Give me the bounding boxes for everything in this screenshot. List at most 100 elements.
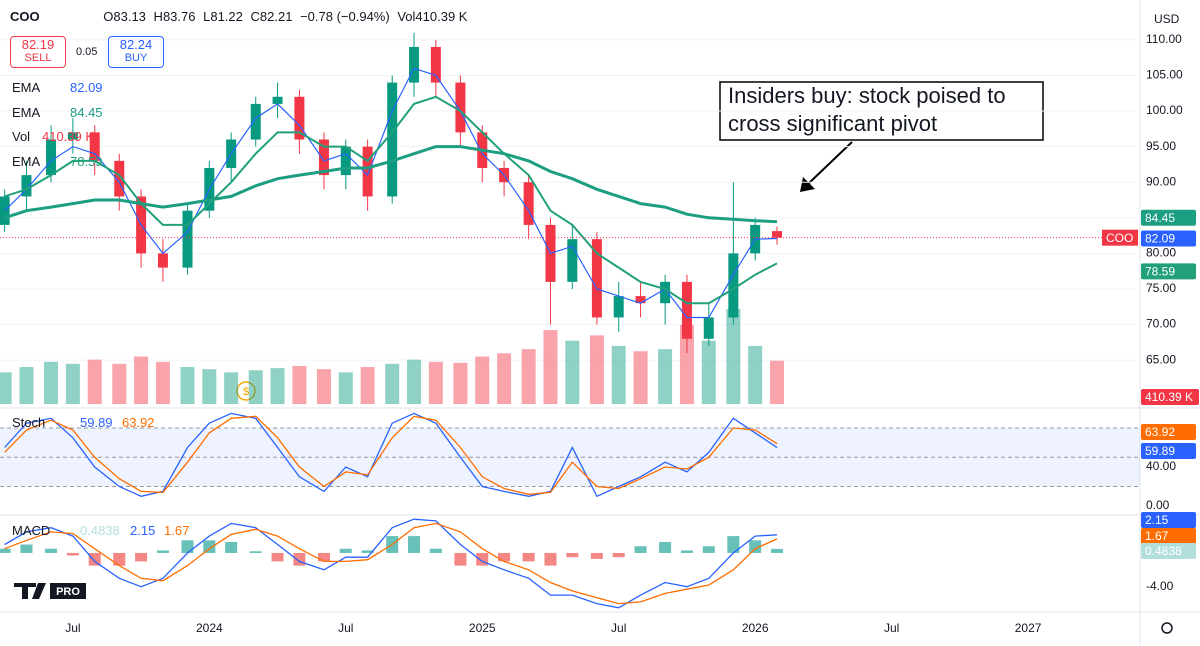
dividend-icon-label: $ — [243, 386, 249, 398]
x-tick-label: 2027 — [1015, 621, 1042, 635]
histogram-bar — [771, 548, 784, 553]
y-tick-label: 100.00 — [1146, 103, 1183, 117]
histogram-bar — [271, 552, 284, 562]
buy-label: BUY — [124, 52, 148, 64]
candle-body — [613, 296, 624, 318]
ema-badge: 84.45 — [1145, 211, 1175, 225]
candle-body — [362, 146, 373, 197]
candle-body — [21, 175, 32, 197]
histogram-bar — [544, 552, 557, 566]
candle-body — [681, 281, 692, 339]
macd-badge: 1.67 — [1145, 529, 1169, 543]
volume-bar — [701, 340, 716, 404]
spread: 0.05 — [76, 46, 98, 58]
histogram-bar — [203, 540, 216, 553]
legend-value: 59.89 — [80, 415, 113, 430]
legend-value: 84.45 — [70, 105, 103, 120]
candle-body — [660, 281, 671, 304]
y-tick-label: -4.00 — [1146, 579, 1174, 593]
annotation-text: cross significant pivot — [728, 111, 937, 136]
candle-body — [772, 231, 783, 238]
volume-bar — [726, 309, 741, 404]
histogram-bar — [113, 552, 126, 566]
candle-body — [294, 96, 305, 140]
volume-bar — [248, 370, 263, 404]
candle-body — [455, 82, 466, 133]
candle-body — [409, 46, 420, 83]
histogram-bar — [0, 548, 11, 553]
volume-bar — [112, 363, 127, 404]
currency[interactable]: USD — [1154, 12, 1180, 26]
open-value: 83.13 — [113, 9, 146, 24]
macd-badge: 0.4838 — [1145, 544, 1182, 558]
volume-bar — [19, 367, 34, 404]
legend-value: 63.92 — [122, 415, 155, 430]
candle-body — [591, 239, 602, 318]
legend-value: 78.59 — [70, 154, 103, 169]
legend-name: EMA — [12, 154, 41, 169]
histogram-bar — [566, 552, 579, 558]
stoch-badge: 59.89 — [1145, 444, 1175, 458]
histogram-bar — [476, 552, 489, 566]
histogram-bar — [454, 552, 467, 566]
volume-bar — [180, 367, 195, 404]
stoch-badge-bg — [1141, 443, 1196, 459]
x-tick-label: Jul — [338, 621, 353, 635]
indicator-line — [4, 522, 778, 605]
vol-label: Vol — [397, 9, 416, 24]
histogram-bar — [20, 544, 33, 553]
histogram-bar — [680, 550, 693, 553]
legend-name: EMA — [12, 105, 41, 120]
legend-name: EMA — [12, 80, 41, 95]
histogram-bar — [634, 546, 647, 553]
volume-badge: 410.39 K — [1145, 390, 1193, 404]
volume-bar — [658, 349, 673, 404]
stoch-badge-bg — [1141, 424, 1196, 440]
logo-mark — [14, 583, 46, 599]
volume-badge-bg — [1141, 389, 1199, 405]
volume-bar — [407, 359, 422, 404]
histogram-bar — [339, 548, 352, 553]
histogram-bar — [408, 536, 421, 553]
candle-body — [703, 317, 714, 339]
y-tick-label: 90.00 — [1146, 174, 1176, 188]
sell-price: 82.19 — [21, 37, 55, 52]
macd-badge: 2.15 — [1145, 513, 1169, 527]
legend-title: MACD — [12, 523, 51, 538]
y-tick-label: 65.00 — [1146, 352, 1176, 366]
volume-bar — [292, 366, 307, 404]
candle-body — [567, 239, 578, 282]
sell-label: SELL — [24, 52, 52, 64]
candle-body — [157, 253, 168, 268]
sell-button[interactable]: 82.19 SELL — [10, 36, 66, 68]
volume-bar — [748, 345, 763, 404]
price-badge-symbol: COO — [1106, 231, 1133, 245]
volume-bar — [428, 361, 443, 404]
legend-value: 410.39 K — [42, 129, 95, 144]
y-tick-label: 40.00 — [1146, 459, 1176, 473]
dividend-icon[interactable] — [236, 381, 256, 401]
volume-bar — [633, 351, 648, 404]
histogram-bar — [45, 548, 58, 553]
indicator-line — [4, 145, 778, 224]
volume-bar — [385, 363, 400, 404]
indicator-line — [4, 412, 778, 498]
volume-bar — [134, 356, 149, 404]
buy-button[interactable]: 82.24 BUY — [108, 36, 164, 68]
candle-body — [114, 160, 125, 197]
histogram-bar — [181, 540, 194, 553]
stoch-badge: 63.92 — [1145, 425, 1175, 439]
settings-icon[interactable] — [1161, 622, 1173, 634]
ohlc-label: H — [153, 9, 163, 24]
legend-name: Vol — [12, 129, 31, 144]
price-badge-bg — [1102, 229, 1138, 246]
histogram-bar — [88, 552, 101, 566]
volume-bar — [155, 361, 170, 404]
macd-badge-bg — [1141, 512, 1196, 528]
ema-badge-bg — [1141, 209, 1196, 226]
ema-badge-bg — [1141, 263, 1196, 280]
x-tick-label: Jul — [611, 621, 626, 635]
y-tick-label: 95.00 — [1146, 139, 1176, 153]
volume-bar — [360, 367, 375, 404]
